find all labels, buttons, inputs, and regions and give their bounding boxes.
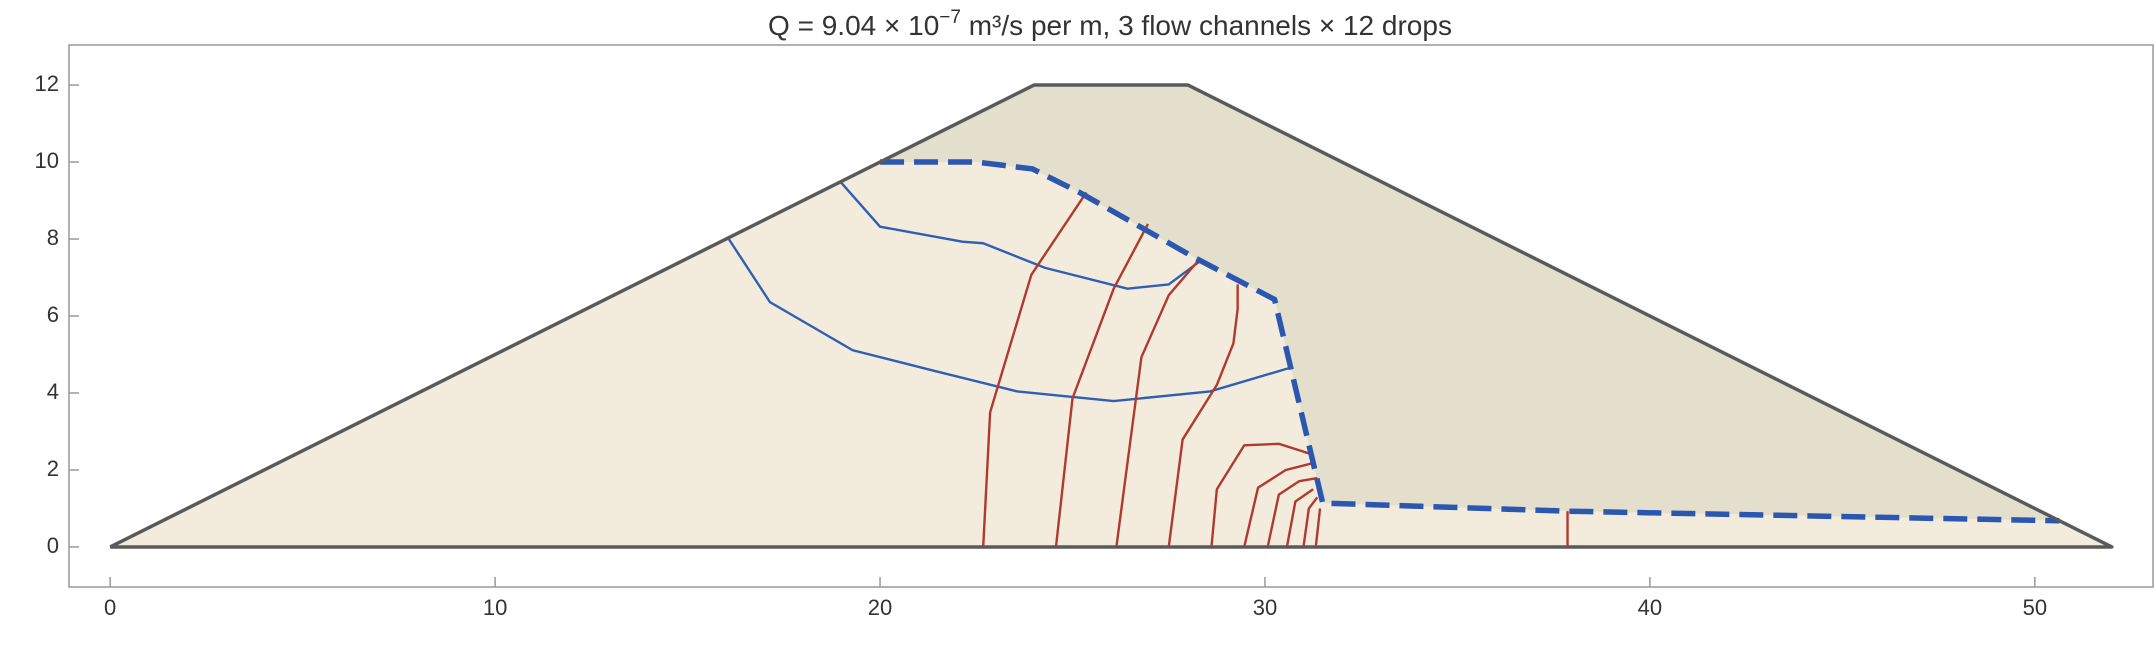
y-tick-label: 0 <box>47 533 59 558</box>
y-tick-label: 6 <box>47 302 59 327</box>
flow-net-line <box>839 180 1202 290</box>
flow-net-line <box>1210 442 1310 548</box>
title-base: Q = 9.04 × 10 <box>768 10 939 41</box>
x-tick-label: 0 <box>104 595 116 620</box>
dry-zone <box>880 85 2060 521</box>
y-tick-label: 12 <box>35 71 59 96</box>
x-tick-label: 10 <box>483 595 507 620</box>
phreatic-line <box>880 159 2060 524</box>
y-tick-label: 8 <box>47 225 59 250</box>
flow-net-line <box>1115 257 1202 548</box>
chart-title: Q = 9.04 × 10−7 m³/s per m, 3 flow chann… <box>768 7 1452 41</box>
title-rest: m³/s per m, 3 flow channels × 12 drops <box>961 10 1452 41</box>
x-tick-label: 30 <box>1253 595 1277 620</box>
x-tick-label: 50 <box>2023 595 2047 620</box>
flow-net-line <box>727 238 1289 403</box>
flow-net-line <box>1266 476 1318 548</box>
y-tick-label: 4 <box>47 379 59 404</box>
flow-net-line <box>1167 284 1239 548</box>
flow-net-line <box>1243 461 1314 548</box>
y-tick-label: 10 <box>35 148 59 173</box>
x-tick-label: 40 <box>1638 595 1662 620</box>
flow-net-line <box>982 191 1088 548</box>
flow-net-line <box>1302 496 1319 548</box>
title-exponent: −7 <box>939 7 961 28</box>
flow-net-line <box>1054 223 1150 548</box>
flow-net-line <box>1314 508 1322 548</box>
flow-net-line <box>1285 488 1314 548</box>
x-tick-label: 20 <box>868 595 892 620</box>
y-tick-label: 2 <box>47 456 59 481</box>
dam-outline <box>109 83 2114 549</box>
